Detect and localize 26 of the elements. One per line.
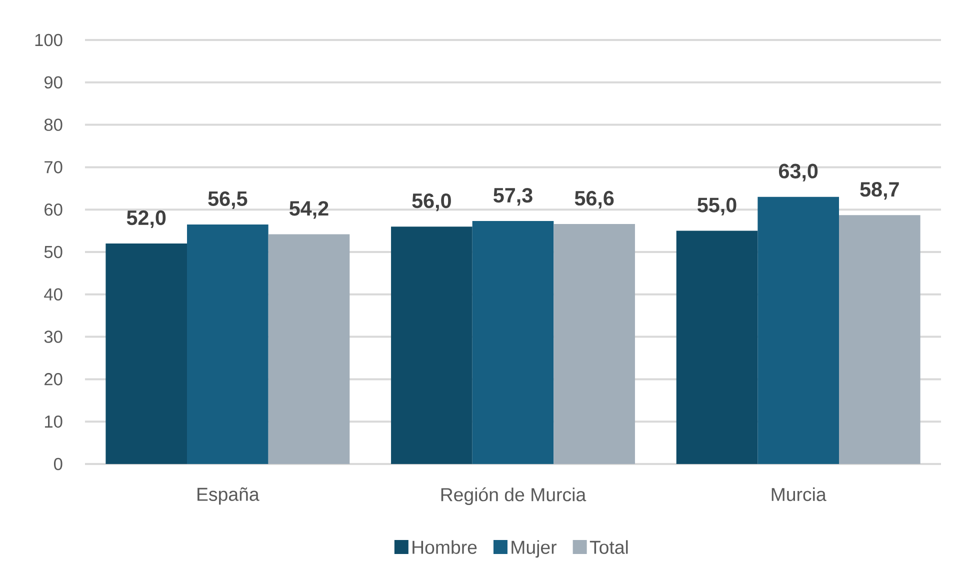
y-tick-label: 40	[44, 288, 62, 301]
y-tick-label: 90	[44, 76, 62, 89]
data-label: 63,0	[778, 164, 818, 182]
y-tick-label: 80	[44, 118, 62, 131]
x-tick-label: Región de Murcia	[441, 487, 586, 505]
data-label: 56,0	[412, 193, 451, 212]
legend-label: Total	[590, 540, 628, 554]
y-tick-label: 50	[44, 246, 62, 258]
y-tick-label: 20	[44, 373, 62, 386]
y-tick-label: 0	[54, 458, 62, 470]
data-label: 55,0	[698, 198, 736, 216]
legend-label: Mujer	[512, 540, 557, 558]
data-label: 56,5	[208, 191, 248, 209]
y-tick-label: 100	[35, 34, 62, 46]
y-tick-label: 30	[44, 330, 62, 343]
data-label: 57,3	[494, 188, 532, 206]
data-label: 58,7	[860, 182, 899, 200]
y-tick-label: 70	[44, 161, 62, 174]
legend-label: Hombre	[412, 540, 477, 554]
data-label: 52,0	[126, 210, 166, 228]
x-tick-label: España	[198, 487, 260, 505]
x-tick-label: Murcia	[772, 487, 826, 502]
y-tick-label: 60	[44, 203, 62, 216]
data-label: 54,2	[290, 201, 328, 219]
data-label: 56,6	[574, 190, 614, 209]
y-tick-label: 10	[44, 415, 62, 428]
